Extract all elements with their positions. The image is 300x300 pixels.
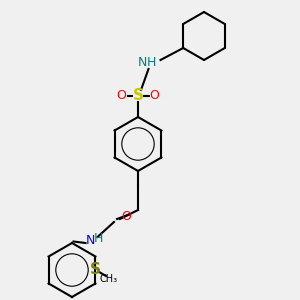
Text: CH₃: CH₃ <box>100 274 118 284</box>
Text: O: O <box>117 89 126 103</box>
Text: N: N <box>138 56 147 70</box>
Text: S: S <box>133 88 143 104</box>
Text: O: O <box>150 89 159 103</box>
Text: H: H <box>94 232 103 245</box>
Text: N: N <box>85 233 95 247</box>
Text: O: O <box>121 209 131 223</box>
Text: S: S <box>90 262 101 278</box>
Text: H: H <box>147 56 156 70</box>
